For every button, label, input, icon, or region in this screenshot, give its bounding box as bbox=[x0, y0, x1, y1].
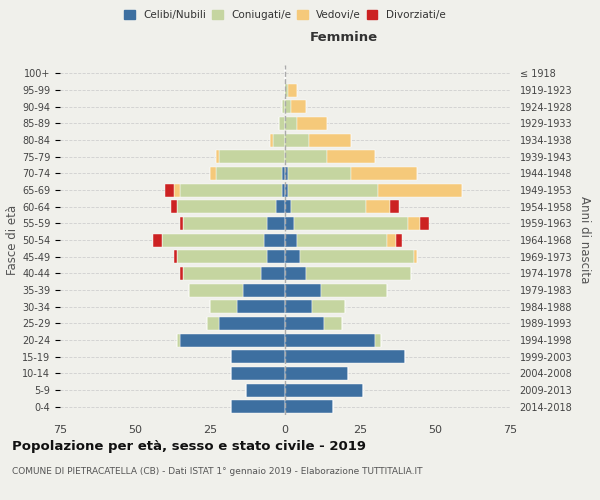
Bar bbox=[174, 184, 180, 196]
Bar bbox=[351, 167, 417, 180]
Bar bbox=[288, 84, 297, 96]
Bar bbox=[177, 334, 180, 346]
Bar bbox=[180, 217, 183, 230]
Bar bbox=[297, 117, 327, 130]
Bar bbox=[273, 134, 285, 146]
Bar bbox=[297, 234, 387, 246]
Bar bbox=[285, 217, 294, 230]
Bar bbox=[216, 150, 219, 163]
Bar bbox=[174, 250, 177, 263]
Bar bbox=[324, 317, 342, 330]
Bar bbox=[282, 100, 285, 113]
Bar bbox=[177, 200, 276, 213]
Bar bbox=[264, 234, 285, 246]
Text: Femmine: Femmine bbox=[310, 31, 377, 44]
Bar bbox=[288, 184, 378, 196]
Bar bbox=[276, 200, 285, 213]
Bar bbox=[285, 267, 306, 280]
Bar bbox=[177, 250, 267, 263]
Bar bbox=[285, 200, 291, 213]
Bar bbox=[366, 200, 390, 213]
Bar bbox=[327, 150, 375, 163]
Bar bbox=[231, 350, 285, 363]
Bar bbox=[285, 284, 321, 296]
Bar bbox=[285, 400, 333, 413]
Bar bbox=[294, 217, 408, 230]
Bar bbox=[183, 267, 261, 280]
Bar bbox=[180, 267, 183, 280]
Bar bbox=[243, 284, 285, 296]
Bar bbox=[216, 167, 282, 180]
Bar bbox=[285, 100, 291, 113]
Bar bbox=[306, 267, 411, 280]
Bar bbox=[261, 267, 285, 280]
Bar bbox=[219, 317, 285, 330]
Bar bbox=[387, 234, 396, 246]
Bar bbox=[420, 217, 429, 230]
Bar bbox=[285, 234, 297, 246]
Bar bbox=[246, 384, 285, 396]
Bar bbox=[231, 367, 285, 380]
Bar bbox=[282, 167, 285, 180]
Bar bbox=[285, 167, 288, 180]
Text: COMUNE DI PIETRACATELLA (CB) - Dati ISTAT 1° gennaio 2019 - Elaborazione TUTTITA: COMUNE DI PIETRACATELLA (CB) - Dati ISTA… bbox=[12, 468, 422, 476]
Bar bbox=[288, 167, 351, 180]
Bar bbox=[285, 134, 309, 146]
Legend: Celibi/Nubili, Coniugati/e, Vedovi/e, Divorziati/e: Celibi/Nubili, Coniugati/e, Vedovi/e, Di… bbox=[121, 7, 449, 24]
Bar bbox=[210, 167, 216, 180]
Bar bbox=[171, 200, 177, 213]
Bar bbox=[180, 334, 285, 346]
Bar bbox=[285, 317, 324, 330]
Bar bbox=[165, 184, 174, 196]
Bar bbox=[285, 367, 348, 380]
Bar bbox=[285, 384, 363, 396]
Bar bbox=[282, 184, 285, 196]
Bar bbox=[312, 300, 345, 313]
Bar bbox=[189, 284, 243, 296]
Bar bbox=[285, 84, 288, 96]
Bar bbox=[237, 300, 285, 313]
Bar bbox=[270, 134, 273, 146]
Text: Popolazione per età, sesso e stato civile - 2019: Popolazione per età, sesso e stato civil… bbox=[12, 440, 366, 453]
Bar bbox=[309, 134, 351, 146]
Bar bbox=[396, 234, 402, 246]
Bar bbox=[285, 334, 375, 346]
Bar bbox=[219, 150, 285, 163]
Bar bbox=[207, 317, 219, 330]
Y-axis label: Fasce di età: Fasce di età bbox=[6, 205, 19, 275]
Bar bbox=[390, 200, 399, 213]
Bar bbox=[183, 217, 267, 230]
Bar bbox=[210, 300, 237, 313]
Bar bbox=[267, 217, 285, 230]
Bar bbox=[321, 284, 387, 296]
Bar bbox=[291, 200, 366, 213]
Bar bbox=[285, 150, 327, 163]
Bar bbox=[408, 217, 420, 230]
Bar bbox=[285, 300, 312, 313]
Bar bbox=[375, 334, 381, 346]
Bar bbox=[180, 184, 282, 196]
Bar bbox=[285, 184, 288, 196]
Bar bbox=[285, 250, 300, 263]
Bar bbox=[162, 234, 264, 246]
Bar bbox=[285, 350, 405, 363]
Bar bbox=[279, 117, 285, 130]
Bar bbox=[378, 184, 462, 196]
Y-axis label: Anni di nascita: Anni di nascita bbox=[578, 196, 591, 284]
Bar bbox=[153, 234, 162, 246]
Bar bbox=[267, 250, 285, 263]
Bar bbox=[285, 117, 297, 130]
Bar bbox=[300, 250, 414, 263]
Bar bbox=[414, 250, 417, 263]
Bar bbox=[291, 100, 306, 113]
Bar bbox=[231, 400, 285, 413]
